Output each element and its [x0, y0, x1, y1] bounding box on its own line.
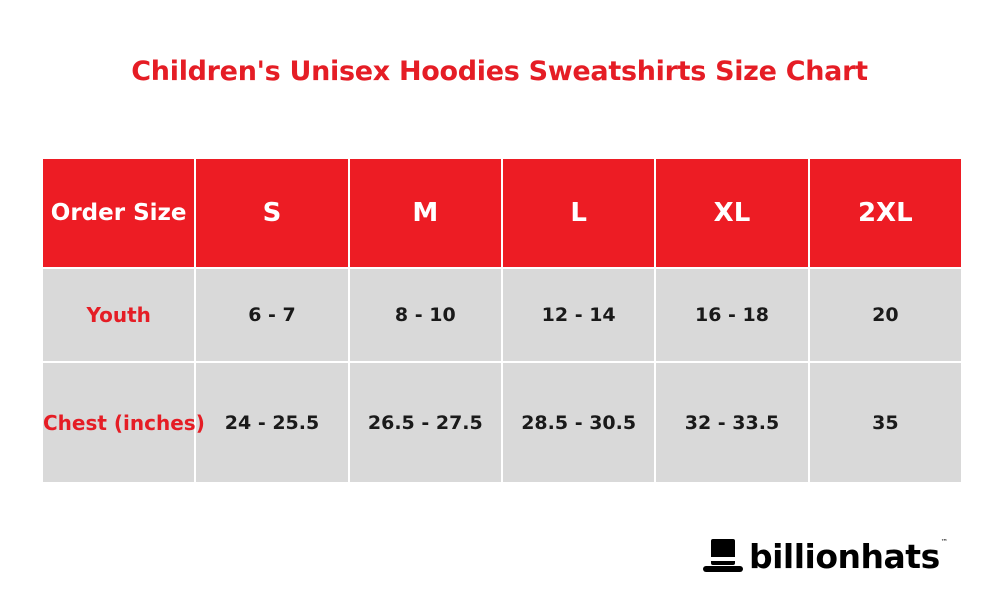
header-size-m: M: [347, 157, 503, 269]
size-chart-table: Order Size S M L XL 2XL Youth 6 - 7 8 - …: [40, 157, 964, 484]
brand-logo: billionhats ™: [703, 534, 948, 578]
header-size-2xl: 2XL: [807, 157, 964, 269]
header-size-l: L: [500, 157, 657, 269]
row-label-youth: Youth: [40, 267, 197, 363]
page-title: Children's Unisex Hoodies Sweatshirts Si…: [131, 56, 868, 87]
top-hat-icon: [703, 539, 743, 572]
table-cell: 32 - 33.5: [654, 361, 810, 484]
table-row: Youth 6 - 7 8 - 10 12 - 14 16 - 18 20: [40, 267, 964, 363]
header-order-size: Order Size: [40, 157, 197, 269]
table-cell: 28.5 - 30.5: [500, 361, 657, 484]
header-size-xl: XL: [654, 157, 810, 269]
table-cell: 20: [807, 267, 964, 363]
table-cell: 24 - 25.5: [194, 361, 350, 484]
table-row: Chest (inches) 24 - 25.5 26.5 - 27.5 28.…: [40, 361, 964, 484]
brand-name: billionhats: [749, 536, 940, 576]
table-cell: 16 - 18: [654, 267, 810, 363]
table-cell: 26.5 - 27.5: [347, 361, 503, 484]
table-cell: 35: [807, 361, 964, 484]
header-size-s: S: [194, 157, 350, 269]
table-cell: 6 - 7: [194, 267, 350, 363]
row-label-chest: Chest (inches): [40, 361, 205, 484]
trademark-mark: ™: [940, 538, 948, 546]
table-cell: 12 - 14: [500, 267, 657, 363]
table-header-row: Order Size S M L XL 2XL: [40, 157, 964, 269]
table-cell: 8 - 10: [347, 267, 503, 363]
